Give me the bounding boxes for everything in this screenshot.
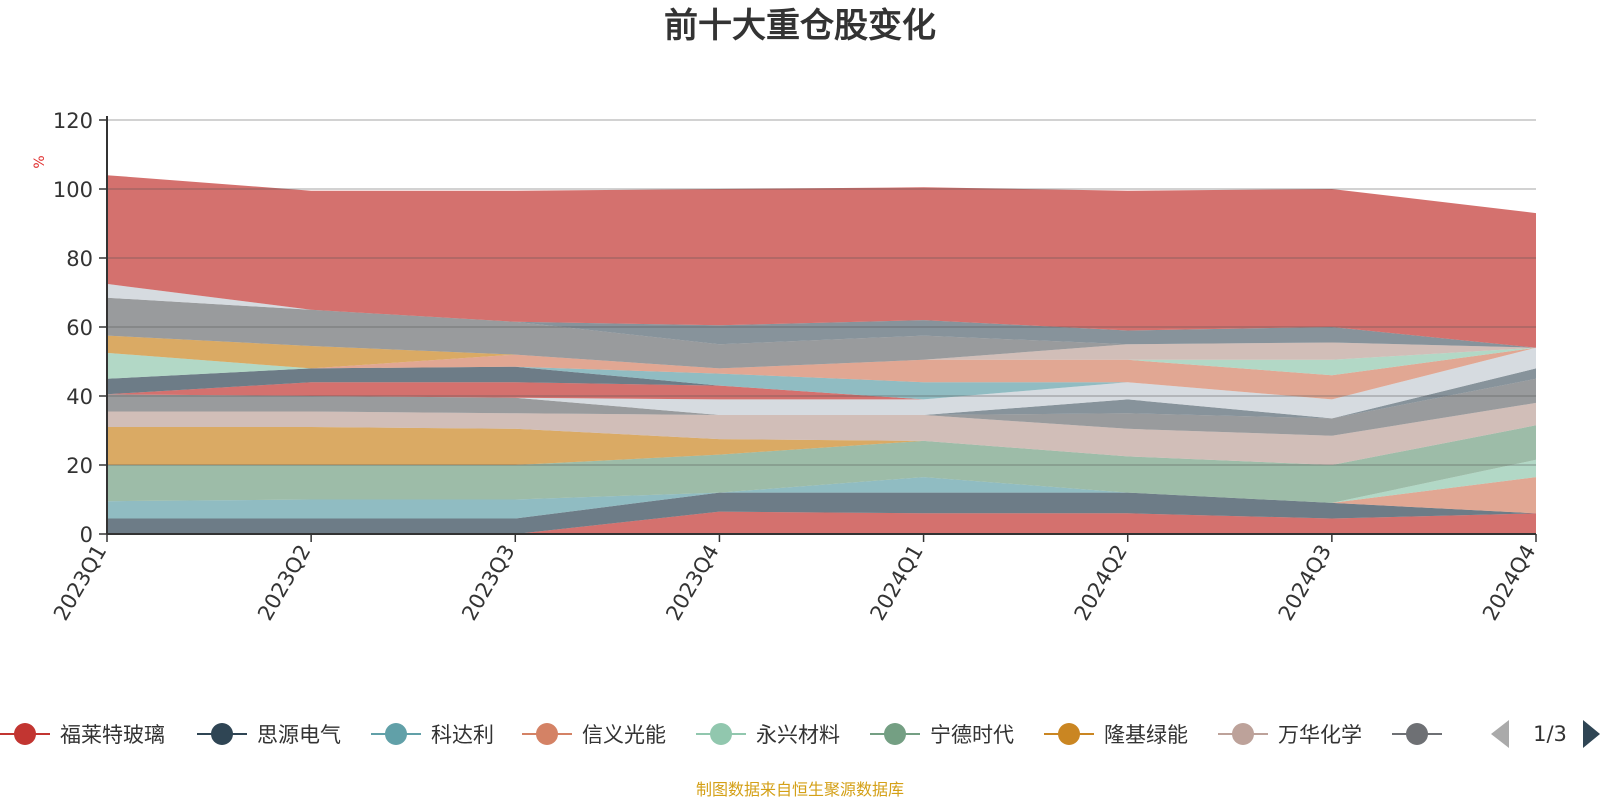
y-tick-label: 80 xyxy=(66,247,93,271)
legend-items: 福莱特玻璃 思源电气 科达利 信义光能 永兴材料 宁德时代 隆基绿能 万华化学 xyxy=(0,723,1442,747)
legend-label: 思源电气 xyxy=(257,723,341,747)
legend-prev-arrow-icon[interactable] xyxy=(1491,720,1509,748)
area-series-12 xyxy=(107,347,1536,400)
area-series-13 xyxy=(107,347,1536,400)
x-tick-label: 2023Q2 xyxy=(253,541,315,625)
y-tick-label: 120 xyxy=(53,109,93,133)
legend-item[interactable] xyxy=(1392,723,1442,745)
y-tick-label: 20 xyxy=(66,454,93,478)
legend-item[interactable]: 隆基绿能 xyxy=(1044,723,1188,747)
legend-item[interactable]: 宁德时代 xyxy=(870,723,1014,747)
area-series-20 xyxy=(107,297,1536,348)
legend-label: 信义光能 xyxy=(582,723,666,747)
area-series-7 xyxy=(107,425,1536,465)
legend-label: 万华化学 xyxy=(1278,723,1362,747)
legend-label: 科达利 xyxy=(431,723,494,747)
legend-label: 宁德时代 xyxy=(930,723,1014,747)
y-tick-label: 0 xyxy=(80,523,93,547)
legend-item[interactable]: 科达利 xyxy=(371,723,494,747)
legend-item[interactable]: 思源电气 xyxy=(197,723,341,747)
area-series-8 xyxy=(107,402,1536,465)
area-series-9 xyxy=(107,378,1536,436)
y-axis-unit: % xyxy=(32,155,48,168)
x-tick-label: 2023Q3 xyxy=(457,541,519,625)
area-series-18 xyxy=(107,335,1536,369)
legend-marker-icon xyxy=(385,723,407,745)
legend-item[interactable]: 信义光能 xyxy=(522,723,666,747)
x-tick-label: 2023Q4 xyxy=(661,541,723,625)
area-series-group xyxy=(107,175,1536,534)
legend-label: 隆基绿能 xyxy=(1104,723,1188,747)
area-series-15 xyxy=(107,347,1536,400)
x-tick-label: 2024Q3 xyxy=(1274,541,1336,625)
area-series-17 xyxy=(107,335,1536,369)
gridlines xyxy=(107,119,1536,466)
area-series-10 xyxy=(107,368,1536,419)
legend-marker-icon xyxy=(1232,723,1254,745)
y-tick-label: 100 xyxy=(53,178,93,202)
legend-item[interactable]: 万华化学 xyxy=(1218,723,1362,747)
area-series-6 xyxy=(107,425,1536,503)
legend-marker-icon xyxy=(211,723,233,745)
y-tick-label: 60 xyxy=(66,316,93,340)
area-series-16 xyxy=(107,347,1536,379)
chart-title: 前十大重仓股变化 xyxy=(664,6,936,46)
x-axis-ticks: 2023Q1 2023Q2 2023Q3 2023Q4 2024Q1 2024Q2 2024… xyxy=(49,534,1540,625)
area-series-14 xyxy=(107,347,1536,400)
y-axis-ticks: 0 20 40 60 80 100 120 xyxy=(53,109,107,547)
legend[interactable]: 福莱特玻璃 思源电气 科达利 信义光能 永兴材料 宁德时代 隆基绿能 万华化学 xyxy=(0,723,1442,747)
legend-item[interactable]: 福莱特玻璃 xyxy=(0,723,165,747)
area-series-1 xyxy=(107,511,1536,534)
area-series-19 xyxy=(107,297,1536,369)
area-series-22 xyxy=(107,175,1536,348)
x-tick-label: 2024Q2 xyxy=(1070,541,1132,625)
x-tick-label: 2024Q4 xyxy=(1478,541,1540,625)
legend-page-indicator: 1/3 xyxy=(1533,722,1567,746)
legend-marker-icon xyxy=(14,723,36,745)
legend-label: 永兴材料 xyxy=(756,723,840,747)
area-series-3 xyxy=(107,477,1536,519)
legend-marker-icon xyxy=(1406,723,1428,745)
legend-next-arrow-icon[interactable] xyxy=(1583,720,1600,748)
legend-marker-icon xyxy=(710,723,732,745)
legend-marker-icon xyxy=(1058,723,1080,745)
area-series-11 xyxy=(107,347,1536,419)
x-tick-label: 2024Q1 xyxy=(865,541,927,625)
legend-marker-icon xyxy=(884,723,906,745)
legend-pager: 1/3 xyxy=(1491,720,1600,748)
x-tick-label: 2023Q1 xyxy=(49,541,111,625)
legend-item[interactable]: 永兴材料 xyxy=(696,723,840,747)
source-note: 制图数据来自恒生聚源数据库 xyxy=(696,780,904,799)
legend-label: 福莱特玻璃 xyxy=(60,723,165,747)
area-series-2 xyxy=(107,492,1536,534)
y-tick-label: 40 xyxy=(66,385,93,409)
legend-marker-icon xyxy=(536,723,558,745)
